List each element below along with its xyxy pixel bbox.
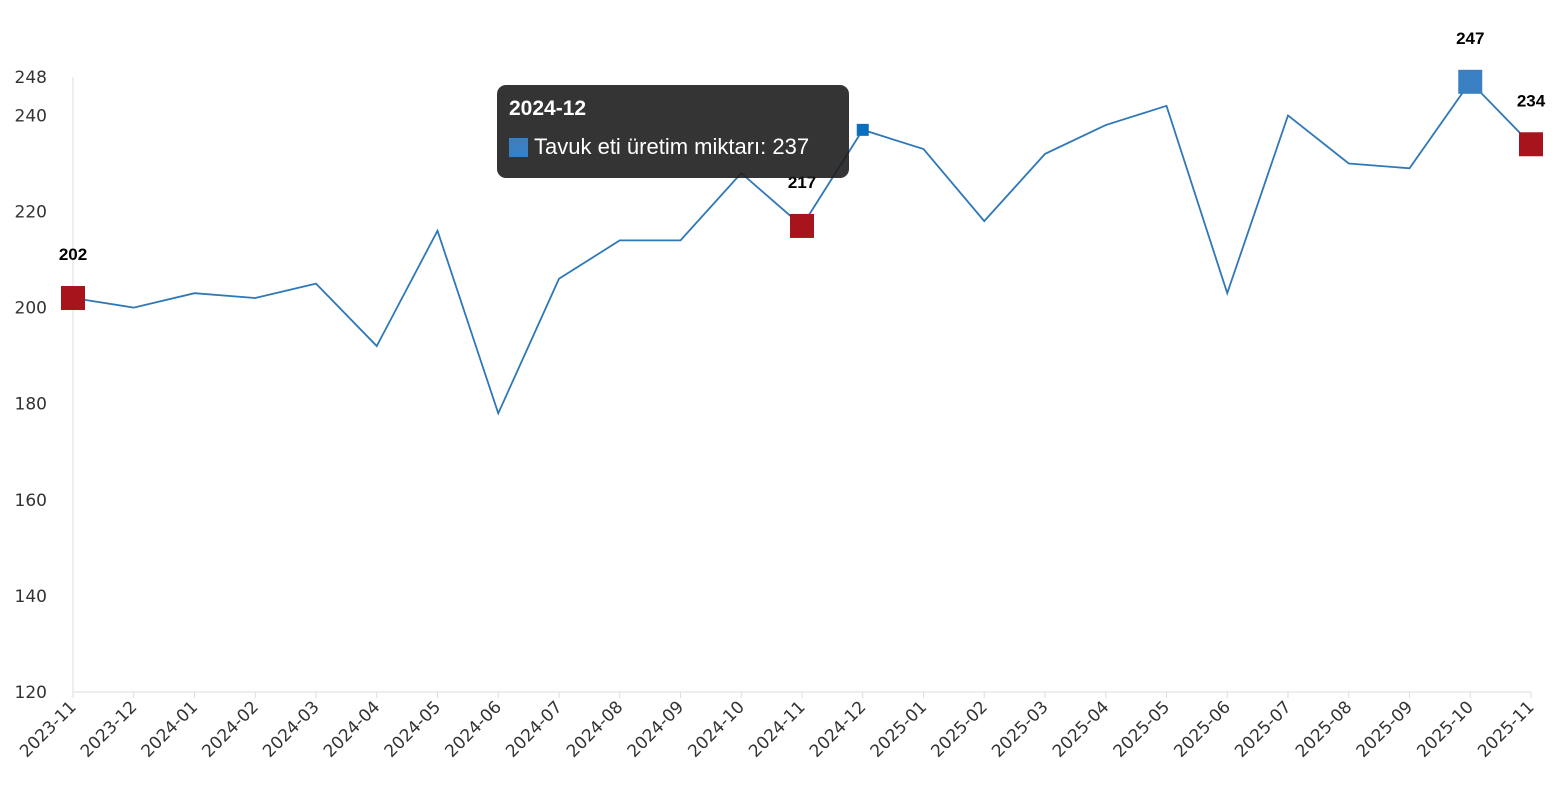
- x-tick-label: 2025-11: [1474, 697, 1538, 761]
- y-tick-label: 140: [15, 587, 47, 607]
- x-tick-label: 2023-12: [77, 697, 141, 761]
- y-tick-label: 240: [15, 106, 47, 126]
- tooltip-series-swatch: [509, 137, 528, 157]
- x-tick-label: 2024-09: [624, 697, 688, 761]
- x-tick-label: 2024-07: [502, 697, 566, 761]
- x-tick-label: 2025-05: [1110, 697, 1174, 761]
- x-tick-label: 2024-03: [259, 697, 323, 761]
- hovered-data-point: [856, 123, 869, 136]
- x-tick-label: 2025-06: [1170, 697, 1234, 761]
- data-point-marker: [1519, 132, 1543, 157]
- data-label: 247: [1456, 29, 1484, 48]
- x-tick-label: 2024-01: [138, 697, 202, 761]
- x-tick-label: 2025-10: [1413, 697, 1477, 761]
- data-point-marker: [790, 213, 814, 238]
- data-label: 202: [59, 245, 87, 264]
- tooltip-value: Tavuk eti üretim miktarı: 237: [534, 134, 810, 159]
- y-tick-label: 220: [15, 203, 47, 223]
- x-tick-label: 2025-01: [867, 697, 931, 761]
- y-tick-label: 120: [15, 683, 47, 703]
- x-tick-label: 2025-08: [1292, 697, 1356, 761]
- x-tick-label: 2024-02: [198, 697, 262, 761]
- y-tick-label: 180: [15, 395, 47, 415]
- y-tick-label: 160: [15, 491, 47, 511]
- x-tick-label: 2024-05: [381, 697, 445, 761]
- x-tick-label: 2023-11: [16, 697, 80, 761]
- x-tick-label: 2024-10: [684, 697, 748, 761]
- y-tick-label: 200: [15, 299, 47, 319]
- x-tick-label: 2025-07: [1231, 697, 1295, 761]
- x-tick-label: 2025-03: [988, 697, 1052, 761]
- y-tick-label: 248: [15, 68, 47, 88]
- data-point-marker: [1458, 69, 1483, 94]
- data-label: 234: [1517, 91, 1546, 110]
- x-tick-label: 2024-12: [806, 697, 870, 761]
- tooltip: 2024-12 Tavuk eti üretim miktarı: 237: [497, 85, 849, 178]
- x-tick-label: 2025-09: [1353, 697, 1417, 761]
- x-tick-label: 2024-11: [745, 697, 809, 761]
- x-tick-label: 2025-04: [1049, 697, 1113, 761]
- x-tick-label: 2024-08: [563, 697, 627, 761]
- x-tick-label: 2024-06: [441, 697, 505, 761]
- x-tick-label: 2024-04: [320, 697, 384, 761]
- x-tick-label: 2025-02: [927, 697, 991, 761]
- data-point-marker: [61, 286, 85, 311]
- tooltip-title: 2024-12: [509, 97, 587, 120]
